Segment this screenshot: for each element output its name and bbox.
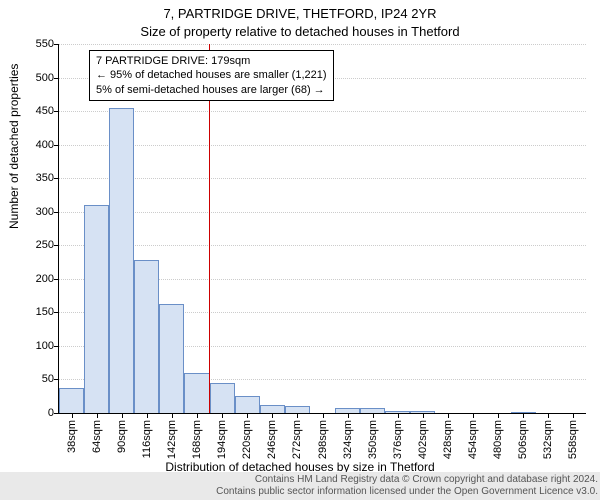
y-tick-label: 50 <box>14 373 54 385</box>
histogram-bar <box>285 406 310 413</box>
y-tick-label: 0 <box>14 407 54 419</box>
y-tick <box>54 145 59 146</box>
x-tick-label: 194sqm <box>216 420 228 459</box>
x-tick-label: 428sqm <box>442 420 454 459</box>
y-tick <box>54 111 59 112</box>
x-tick <box>172 413 173 418</box>
x-tick <box>97 413 98 418</box>
x-tick-label: 142sqm <box>166 420 178 459</box>
footer-line-1: Contains HM Land Registry data © Crown c… <box>2 474 598 486</box>
y-tick <box>54 312 59 313</box>
annotation-line: 7 PARTRIDGE DRIVE: 179sqm <box>96 54 327 68</box>
y-tick-label: 350 <box>14 172 54 184</box>
y-tick-label: 300 <box>14 206 54 218</box>
x-tick-label: 168sqm <box>191 420 203 459</box>
x-tick <box>573 413 574 418</box>
x-tick-label: 376sqm <box>392 420 404 459</box>
y-tick <box>54 178 59 179</box>
plot-area: 38sqm64sqm90sqm116sqm142sqm168sqm194sqm2… <box>58 44 586 414</box>
histogram-bar <box>184 373 209 413</box>
x-tick <box>498 413 499 418</box>
x-tick-label: 532sqm <box>542 420 554 459</box>
x-tick <box>147 413 148 418</box>
histogram-bar <box>109 108 134 413</box>
histogram-bar <box>84 205 109 413</box>
footer-attribution: Contains HM Land Registry data © Crown c… <box>0 472 600 500</box>
y-tick-label: 400 <box>14 139 54 151</box>
y-tick <box>54 279 59 280</box>
histogram-bar <box>210 383 235 413</box>
x-tick <box>72 413 73 418</box>
x-tick-label: 38sqm <box>66 420 78 453</box>
x-tick <box>272 413 273 418</box>
histogram-bar <box>59 388 84 413</box>
y-tick <box>54 379 59 380</box>
x-tick <box>348 413 349 418</box>
x-tick <box>523 413 524 418</box>
annotation-box: 7 PARTRIDGE DRIVE: 179sqm← 95% of detach… <box>89 50 334 101</box>
y-tick-label: 250 <box>14 239 54 251</box>
y-tick <box>54 78 59 79</box>
y-tick-label: 500 <box>14 72 54 84</box>
x-tick <box>197 413 198 418</box>
y-tick <box>54 245 59 246</box>
title-line-2: Size of property relative to detached ho… <box>0 24 600 39</box>
histogram-bar <box>260 405 285 413</box>
y-tick <box>54 212 59 213</box>
x-tick <box>122 413 123 418</box>
gridline <box>59 178 586 179</box>
gridline <box>59 111 586 112</box>
x-tick-label: 220sqm <box>241 420 253 459</box>
x-tick-label: 298sqm <box>317 420 329 459</box>
x-tick <box>247 413 248 418</box>
y-tick-label: 550 <box>14 38 54 50</box>
x-tick-label: 454sqm <box>467 420 479 459</box>
x-tick-label: 558sqm <box>567 420 579 459</box>
annotation-line: ← 95% of detached houses are smaller (1,… <box>96 68 327 82</box>
y-tick <box>54 413 59 414</box>
y-tick-label: 100 <box>14 340 54 352</box>
x-tick <box>323 413 324 418</box>
x-tick <box>548 413 549 418</box>
y-tick <box>54 346 59 347</box>
x-tick <box>448 413 449 418</box>
footer-line-2: Contains public sector information licen… <box>2 486 598 498</box>
x-tick <box>222 413 223 418</box>
chart-root: 7, PARTRIDGE DRIVE, THETFORD, IP24 2YR S… <box>0 0 600 500</box>
title-line-1: 7, PARTRIDGE DRIVE, THETFORD, IP24 2YR <box>0 6 600 21</box>
x-tick <box>423 413 424 418</box>
y-tick <box>54 44 59 45</box>
x-tick-label: 64sqm <box>91 420 103 453</box>
histogram-bar <box>235 396 260 413</box>
x-tick-label: 350sqm <box>367 420 379 459</box>
y-tick-label: 150 <box>14 306 54 318</box>
x-tick-label: 246sqm <box>266 420 278 459</box>
x-tick-label: 480sqm <box>492 420 504 459</box>
annotation-line: 5% of semi-detached houses are larger (6… <box>96 83 327 97</box>
x-tick-label: 272sqm <box>291 420 303 459</box>
x-tick <box>398 413 399 418</box>
x-tick <box>297 413 298 418</box>
x-tick-label: 116sqm <box>141 420 153 458</box>
x-tick-label: 506sqm <box>517 420 529 459</box>
x-tick-label: 324sqm <box>342 420 354 459</box>
gridline <box>59 145 586 146</box>
x-tick-label: 402sqm <box>417 420 429 459</box>
x-tick-label: 90sqm <box>116 420 128 453</box>
y-tick-label: 450 <box>14 105 54 117</box>
histogram-bar <box>134 260 159 413</box>
x-tick <box>473 413 474 418</box>
histogram-bar <box>159 304 184 413</box>
gridline <box>59 44 586 45</box>
x-tick <box>373 413 374 418</box>
gridline <box>59 245 586 246</box>
y-tick-label: 200 <box>14 273 54 285</box>
gridline <box>59 212 586 213</box>
